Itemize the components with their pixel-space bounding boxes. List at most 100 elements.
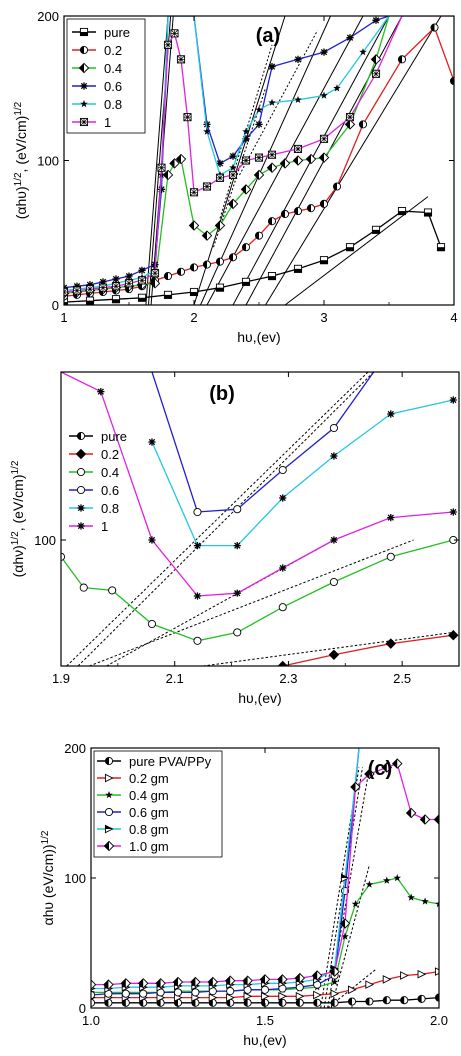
legend-box <box>66 18 146 134</box>
fit-line <box>66 372 369 666</box>
panel-label: (c) <box>368 758 392 780</box>
legend-label: 0.2 <box>101 447 119 462</box>
y-tick-label: 100 <box>37 154 59 169</box>
series-line <box>64 16 390 289</box>
data-point <box>85 296 95 305</box>
legend-label: 0.4 <box>104 61 122 76</box>
data-point <box>255 106 263 114</box>
data-point <box>163 272 173 281</box>
data-point <box>216 159 224 167</box>
data-point <box>111 295 121 304</box>
legend-marker <box>79 45 89 55</box>
data-point <box>150 269 160 278</box>
series-line <box>61 372 454 597</box>
data-point <box>98 283 108 292</box>
data-point <box>112 275 120 283</box>
x-tick-label: 1.5 <box>256 1013 274 1028</box>
data-point <box>436 243 446 252</box>
data-point <box>240 184 252 195</box>
data-point <box>188 220 200 231</box>
data-point <box>155 978 166 989</box>
data-point <box>371 69 381 78</box>
data-point <box>224 975 236 986</box>
data-point <box>313 990 322 1000</box>
data-point <box>448 629 459 641</box>
data-point <box>163 40 173 49</box>
fit-line <box>200 16 331 305</box>
data-point <box>430 23 439 32</box>
data-point <box>328 649 340 661</box>
x-tick-label: 2.1 <box>166 671 184 686</box>
data-point <box>170 29 179 38</box>
data-point <box>79 583 88 592</box>
data-point <box>227 198 239 210</box>
data-point <box>347 997 357 1006</box>
data-point <box>295 991 305 1001</box>
series-line <box>282 634 454 666</box>
panel-label: (a) <box>256 25 280 47</box>
y-axis-label: (αhν)1/2, (eV/cm)1/2 <box>10 460 27 577</box>
legend-box <box>93 750 223 858</box>
data-point <box>243 991 253 1001</box>
data-point <box>400 996 409 1005</box>
legend-label: 0.2 gm <box>129 771 169 786</box>
data-point <box>293 207 303 216</box>
data-point <box>111 282 121 291</box>
data-point <box>190 976 201 988</box>
data-point <box>320 48 328 56</box>
data-point <box>229 163 237 171</box>
data-point <box>85 285 95 294</box>
data-point <box>253 169 265 181</box>
data-point <box>330 998 339 1007</box>
data-point <box>319 199 329 208</box>
legend-marker <box>76 467 86 477</box>
data-point <box>351 900 360 908</box>
legend-label: 0.4 gm <box>129 788 169 803</box>
chart-panel-1: 1 2 3 4 0 100 200 hυ,(ev) (αhυ)1/2, (eV/cm)1/2 (a… <box>13 9 458 345</box>
legend-marker <box>104 807 114 817</box>
data-point <box>397 55 407 64</box>
data-point <box>332 182 342 191</box>
data-point <box>405 807 417 819</box>
y-tick-label: 200 <box>64 741 86 756</box>
y-tick-label: 100 <box>64 871 86 886</box>
data-point <box>385 638 397 649</box>
series-group <box>64 16 454 305</box>
y-axis-label: (αhυ)1/2, (eV/cm)1/2 <box>13 101 30 219</box>
data-point <box>372 16 380 24</box>
legend-marker <box>76 485 86 495</box>
data-point <box>364 768 375 780</box>
y-tick-label: 0 <box>79 1001 86 1016</box>
data-point <box>407 893 415 901</box>
x-tick-label: 2.5 <box>393 671 411 686</box>
data-point <box>383 876 391 884</box>
data-point <box>193 507 202 517</box>
data-point <box>202 260 212 269</box>
legend-label: 0.2 <box>104 43 122 58</box>
data-point <box>279 158 291 169</box>
data-point <box>191 988 200 997</box>
data-point <box>254 231 264 240</box>
data-point <box>242 127 250 135</box>
data-point <box>72 286 82 295</box>
data-point <box>279 564 287 572</box>
data-point <box>242 135 250 143</box>
data-point <box>292 155 304 166</box>
data-point <box>449 508 457 516</box>
chart-panel-3: 1.0 1.5 2.0 0 100 200 hυ,(ev) αhυ (eV/cm))1/2 (c… <box>40 741 449 1048</box>
legend-marker <box>104 824 114 834</box>
data-point <box>382 975 392 984</box>
data-point <box>201 230 213 241</box>
data-point <box>267 217 277 226</box>
data-point <box>382 996 391 1005</box>
data-point <box>365 880 374 888</box>
data-point <box>277 974 288 985</box>
data-point <box>260 991 270 1001</box>
data-point <box>193 592 202 600</box>
data-point <box>125 272 133 280</box>
legend-label: 0.8 <box>101 501 119 516</box>
data-point <box>157 185 166 193</box>
data-point <box>120 978 132 989</box>
data-point <box>215 283 225 292</box>
